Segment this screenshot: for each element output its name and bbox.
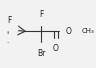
Text: F: F: [6, 27, 10, 36]
Text: CH₃: CH₃: [82, 28, 95, 34]
Text: F: F: [39, 10, 44, 19]
Text: O: O: [65, 27, 71, 36]
Text: F: F: [7, 16, 11, 25]
Text: F: F: [6, 36, 10, 45]
Text: O: O: [53, 44, 59, 53]
Text: Br: Br: [37, 49, 46, 58]
